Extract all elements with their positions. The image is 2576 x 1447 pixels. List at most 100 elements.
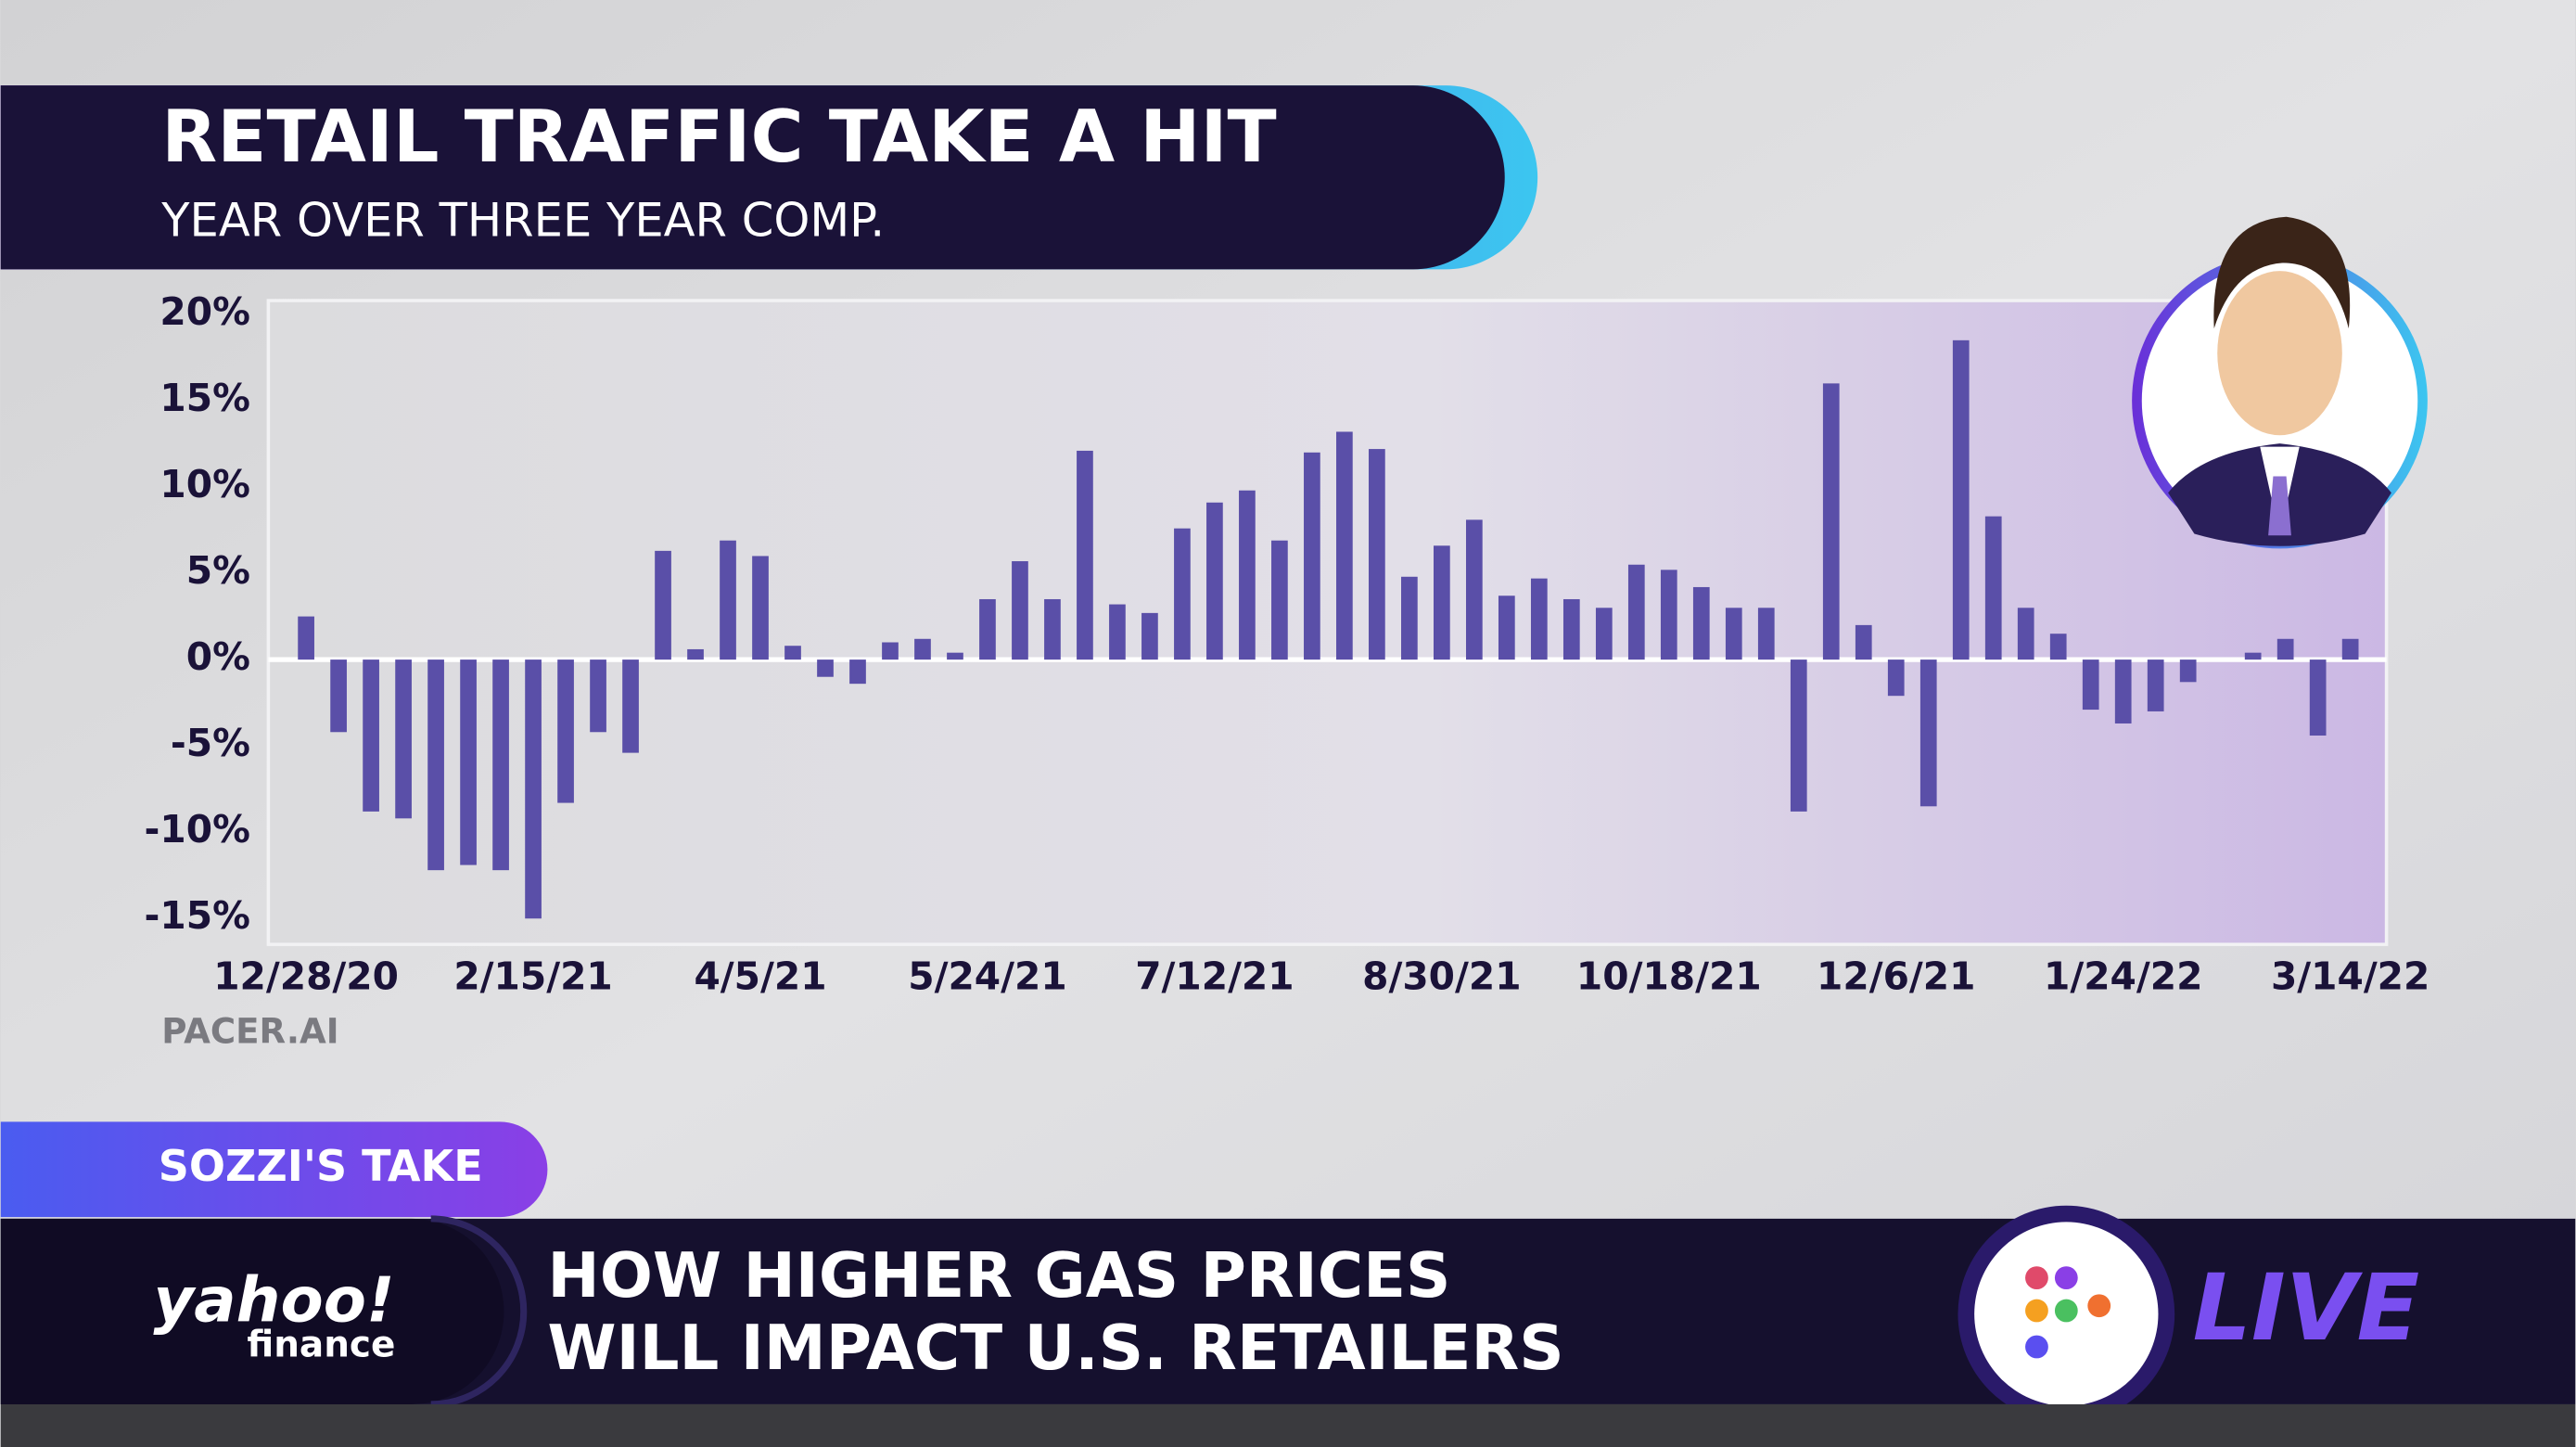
y-tick-label: 10%	[159, 462, 249, 506]
chart-subtitle: YEAR OVER THREE YEAR COMP.	[160, 193, 885, 247]
bar	[492, 659, 509, 871]
bar	[2341, 638, 2359, 660]
bar	[1919, 659, 1937, 807]
source: PACER.AI	[161, 1010, 338, 1051]
bar	[2244, 652, 2262, 660]
bar	[1465, 519, 1483, 660]
bar	[655, 550, 671, 660]
bar	[2017, 608, 2034, 660]
y-tick-label: -5%	[171, 721, 250, 765]
y-tick-label: 15%	[159, 376, 249, 420]
bar	[1887, 659, 1905, 697]
bar	[849, 659, 866, 685]
bar	[1206, 502, 1223, 660]
headline-line: WILL IMPACT U.S. RETAILERS	[547, 1312, 1563, 1384]
bar	[2082, 659, 2099, 711]
chart: 20% 15% 10% 5% 0% -5% -10% -15% 12/28/20 2/15/21 4…	[145, 289, 2430, 998]
bar	[1562, 598, 1580, 660]
bar	[1141, 612, 1158, 660]
y-tick-label: -10%	[145, 807, 250, 852]
bar	[330, 659, 347, 733]
bar	[1757, 608, 1775, 660]
bar	[914, 638, 931, 660]
bar	[1855, 624, 1872, 660]
bar	[1692, 586, 1710, 660]
tag-pill	[0, 1121, 548, 1218]
bar	[1822, 383, 1840, 660]
bar	[1498, 595, 1515, 660]
logo-product: finance	[247, 1324, 395, 1365]
tag-label: SOZZI'S TAKE	[159, 1141, 483, 1191]
bar	[1077, 450, 1093, 660]
bar	[590, 659, 606, 733]
bar	[882, 642, 899, 660]
bar	[395, 659, 412, 819]
bar	[427, 659, 444, 871]
bar	[2276, 638, 2294, 660]
bar	[1434, 545, 1450, 660]
bar	[557, 659, 574, 803]
logo-divider	[430, 1215, 528, 1408]
logo-panel	[0, 1218, 504, 1404]
bar	[1174, 528, 1191, 660]
logo-brand: yahoo!	[153, 1263, 394, 1336]
avatar	[2132, 216, 2428, 549]
headline-line: HOW HIGHER GAS PRICES	[547, 1239, 1450, 1312]
y-tick-label: 20%	[159, 289, 249, 334]
bar	[1336, 431, 1353, 660]
bar	[2179, 659, 2197, 683]
x-tick-label: 1/24/22	[2044, 954, 2202, 998]
bar	[2049, 634, 2067, 660]
bar	[1790, 659, 1807, 812]
bar	[1725, 608, 1742, 660]
x-tick-label: 12/6/21	[1817, 954, 1975, 998]
x-tick-label: 2/15/21	[453, 954, 612, 998]
bar	[2147, 659, 2164, 711]
bar	[1401, 576, 1418, 660]
bar	[298, 616, 314, 660]
bar	[817, 659, 834, 677]
bar	[752, 556, 769, 660]
x-tick-label: 7/12/21	[1135, 954, 1294, 998]
bar	[460, 659, 477, 865]
x-tick-label: 3/14/22	[2271, 954, 2429, 998]
bar	[1660, 570, 1677, 660]
x-tick-label: 5/24/21	[908, 954, 1066, 998]
bar	[1369, 449, 1385, 660]
bar	[1595, 608, 1613, 660]
bar	[1271, 540, 1288, 660]
bar	[1530, 578, 1548, 660]
x-tick-label: 4/5/21	[694, 954, 826, 998]
bar	[979, 598, 996, 660]
bar	[1109, 604, 1126, 660]
bar	[1952, 339, 1970, 660]
bar	[525, 659, 542, 919]
x-tick-label: 12/28/20	[213, 954, 399, 998]
bar	[1044, 598, 1061, 660]
bar	[2114, 659, 2132, 724]
bottom-strip	[0, 1403, 2576, 1447]
y-tick-label: -15%	[145, 893, 250, 938]
bar	[1984, 516, 2002, 660]
x-tick-label: 10/18/21	[1576, 954, 1762, 998]
bar	[1012, 561, 1028, 660]
y-tick-label: 0%	[186, 634, 250, 679]
bar	[2309, 659, 2327, 736]
bar	[947, 652, 963, 660]
bar	[1239, 490, 1256, 660]
plot-area	[266, 299, 2389, 946]
bar	[622, 659, 639, 753]
bar	[1304, 452, 1320, 660]
title-bar	[0, 85, 1505, 270]
chart-title: RETAIL TRAFFIC TAKE A HIT	[161, 96, 1276, 179]
y-tick-label: 5%	[186, 548, 250, 593]
live-dots	[2025, 1266, 2111, 1359]
bar	[720, 540, 736, 660]
bar	[687, 648, 704, 660]
x-tick-label: 8/30/21	[1362, 954, 1521, 998]
bar	[1627, 564, 1645, 660]
bar	[784, 646, 801, 660]
live-label: LIVE	[2193, 1255, 2420, 1362]
